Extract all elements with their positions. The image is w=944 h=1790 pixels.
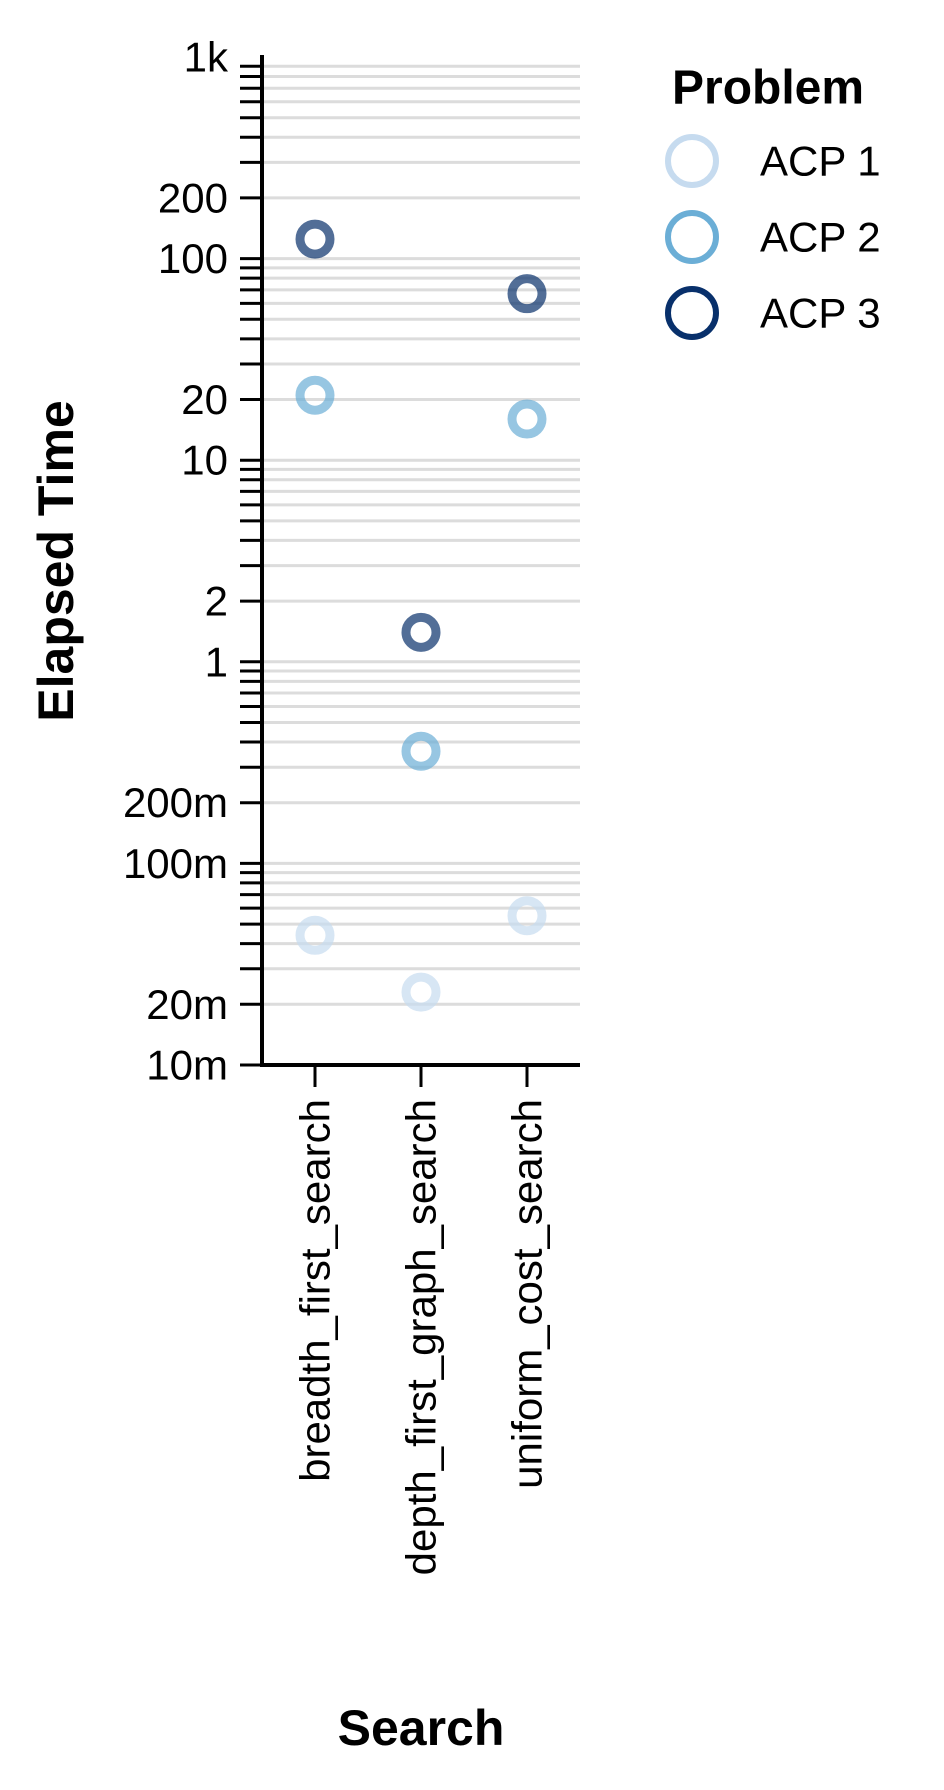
x-tick-label: uniform_cost_search xyxy=(504,1099,551,1489)
x-tick-label: depth_first_graph_search xyxy=(398,1099,445,1575)
y-tick-label: 2 xyxy=(205,578,228,625)
y-tick-label: 100 xyxy=(158,235,228,282)
legend-symbol xyxy=(665,286,719,340)
y-tick-label: 20 xyxy=(181,376,228,423)
data-point xyxy=(295,915,335,955)
data-point xyxy=(507,274,547,314)
grid xyxy=(262,64,580,1006)
data-point xyxy=(507,399,547,439)
x-axis-title: Search xyxy=(338,1700,505,1756)
legend: Problem ACP 1 ACP 2 ACP 3 xyxy=(665,62,881,340)
legend-label: ACP 2 xyxy=(760,214,881,261)
y-tick-label: 200 xyxy=(158,174,228,221)
x-tick-label: breadth_first_search xyxy=(292,1099,339,1482)
y-tick-label: 10 xyxy=(181,437,228,484)
data-point xyxy=(401,972,441,1012)
legend-label: ACP 3 xyxy=(760,290,881,337)
y-tick-label: 10m xyxy=(146,1042,228,1089)
data-point xyxy=(295,219,335,259)
y-axis-title: Elapsed Time xyxy=(28,400,84,721)
axes: 1k 200 100 20 10 2 1 200m 100m 20m 10m breadth_firs… xyxy=(28,34,580,1756)
legend-title: Problem xyxy=(672,62,864,115)
y-tick-label: 1 xyxy=(205,638,228,685)
legend-symbol xyxy=(665,210,719,264)
data-point xyxy=(295,375,335,415)
y-tick-label: 200m xyxy=(123,779,228,826)
legend-label: ACP 1 xyxy=(760,138,881,185)
data-point xyxy=(507,896,547,936)
y-tick-label: 20m xyxy=(146,981,228,1028)
data-point xyxy=(401,731,441,771)
data-point xyxy=(401,612,441,652)
legend-symbol xyxy=(665,134,719,188)
y-tick-label: 1k xyxy=(184,34,229,81)
y-tick-label: 100m xyxy=(123,840,228,887)
data-points xyxy=(295,219,547,1012)
